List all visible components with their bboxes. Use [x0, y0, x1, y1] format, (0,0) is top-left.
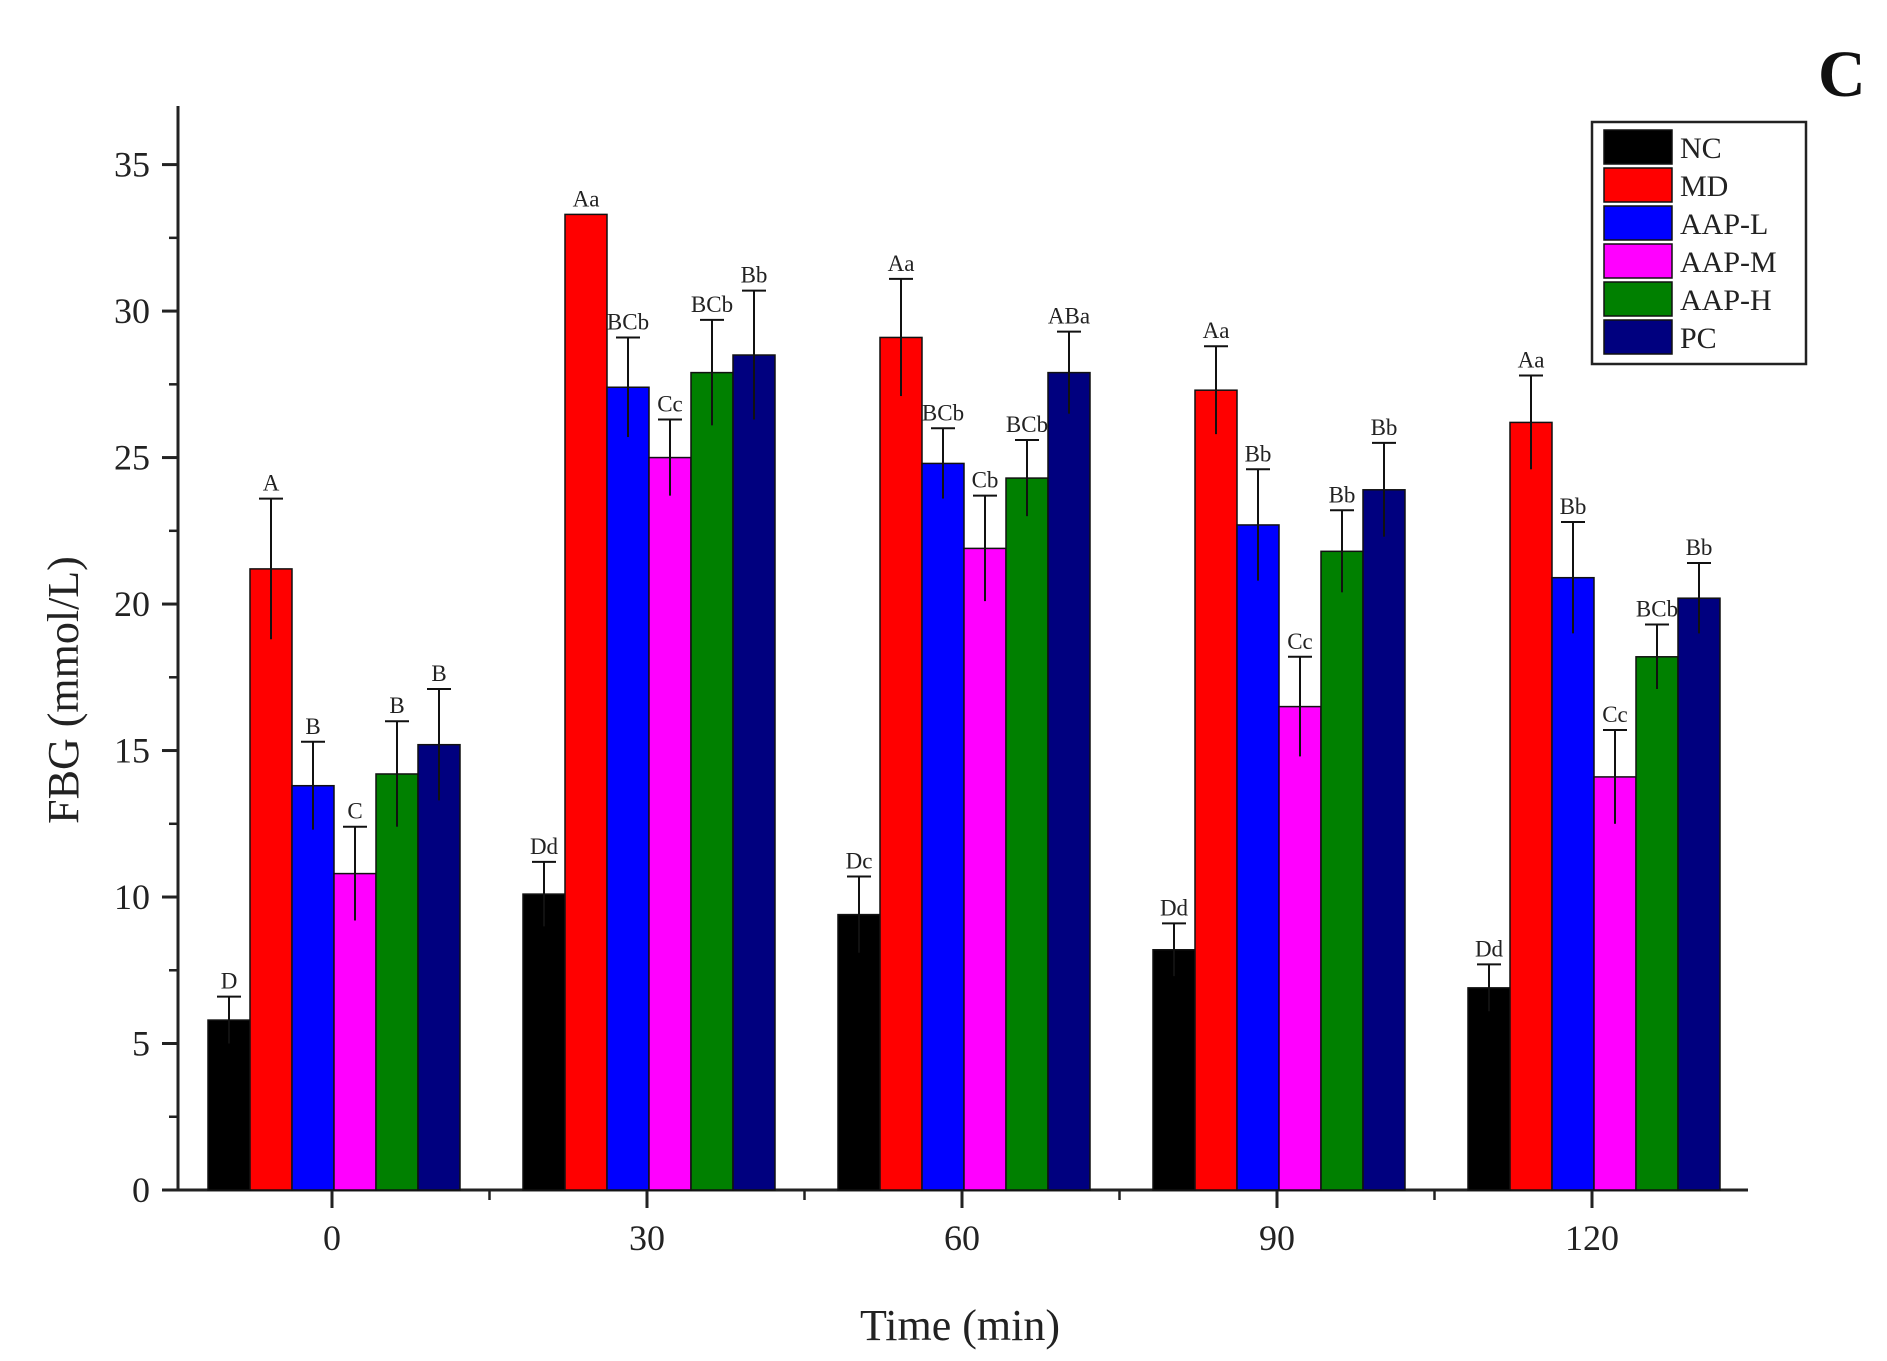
x-tick-label-60: 60 — [944, 1218, 980, 1258]
sig-label-NC-30: Dd — [530, 834, 559, 859]
bar-PC-0 — [417, 743, 461, 1191]
bar-AAP-H-90 — [1320, 550, 1364, 1191]
legend-swatch-NC — [1603, 129, 1673, 165]
bar-AAP-M-90 — [1278, 705, 1322, 1191]
x-tick-label-0: 0 — [323, 1218, 341, 1258]
sig-label-AAP-H-0: B — [389, 693, 404, 718]
bar-MD-30 — [564, 213, 608, 1191]
significance-labels: D Dd Dc Dd Dd A Aa Aa Aa Aa B BCb BCb Bb Bb C Cc Cb Cc Cc B B… — [221, 186, 1713, 993]
legend-label-AAP-L: AAP-L — [1680, 208, 1768, 241]
bar-AAP-M-0 — [333, 872, 377, 1191]
bar-NC-60 — [837, 913, 881, 1191]
sig-label-MD-30: Aa — [573, 186, 600, 211]
bar-PC-60 — [1047, 371, 1091, 1191]
sig-label-AAP-H-120: BCb — [1636, 597, 1678, 622]
legend-label-AAP-M: AAP-M — [1680, 246, 1777, 279]
sig-label-NC-0: D — [221, 969, 238, 994]
bars — [207, 213, 1721, 1191]
sig-label-AAP-H-60: BCb — [1006, 412, 1048, 437]
sig-label-AAP-L-0: B — [305, 714, 320, 739]
bar-PC-30 — [732, 354, 776, 1191]
bar-NC-30 — [522, 893, 566, 1191]
bar-NC-0 — [207, 1019, 251, 1191]
legend-label-PC: PC — [1680, 322, 1717, 355]
panel-label: C — [1818, 38, 1866, 111]
x-tick-label-90: 90 — [1259, 1218, 1295, 1258]
sig-label-PC-60: ABa — [1048, 304, 1090, 329]
bar-AAP-L-30 — [606, 386, 650, 1191]
bar-AAP-L-0 — [291, 784, 335, 1191]
sig-label-AAP-M-60: Cb — [972, 468, 999, 493]
bar-AAP-M-60 — [963, 547, 1007, 1191]
y-tick-label-5: 5 — [132, 1024, 150, 1064]
bar-MD-0 — [249, 568, 293, 1191]
bar-AAP-M-120 — [1593, 776, 1637, 1191]
sig-label-MD-60: Aa — [888, 251, 915, 276]
y-tick-label-25: 25 — [114, 438, 150, 478]
sig-label-AAP-L-90: Bb — [1245, 441, 1272, 466]
y-tick-label-0: 0 — [132, 1170, 150, 1210]
sig-label-MD-90: Aa — [1203, 318, 1230, 343]
legend-swatch-PC — [1603, 319, 1673, 355]
bar-AAP-L-60 — [921, 462, 965, 1191]
bar-NC-120 — [1467, 987, 1511, 1191]
bar-AAP-H-120 — [1635, 656, 1679, 1191]
sig-label-MD-0: A — [263, 471, 280, 496]
bar-PC-120 — [1677, 597, 1721, 1191]
legend-label-NC: NC — [1680, 132, 1722, 165]
sig-label-AAP-M-120: Cc — [1602, 702, 1628, 727]
bar-AAP-H-60 — [1005, 477, 1049, 1191]
sig-label-AAP-L-120: Bb — [1560, 494, 1587, 519]
sig-label-NC-120: Dd — [1475, 936, 1504, 961]
y-tick-label-35: 35 — [114, 145, 150, 185]
y-tick-label-30: 30 — [114, 291, 150, 331]
x-tick-label-30: 30 — [629, 1218, 665, 1258]
sig-label-AAP-M-90: Cc — [1287, 629, 1313, 654]
sig-label-AAP-H-90: Bb — [1329, 482, 1356, 507]
sig-label-PC-120: Bb — [1686, 535, 1713, 560]
legend-swatch-AAP-M — [1603, 243, 1673, 279]
bar-MD-120 — [1509, 421, 1553, 1191]
sig-label-AAP-M-30: Cc — [657, 391, 683, 416]
bar-MD-60 — [879, 336, 923, 1191]
bar-AAP-H-30 — [690, 371, 734, 1191]
sig-label-AAP-M-0: C — [347, 799, 362, 824]
bar-AAP-L-120 — [1551, 576, 1595, 1191]
sig-label-NC-90: Dd — [1160, 895, 1189, 920]
sig-label-PC-0: B — [431, 661, 446, 686]
x-tick-label-120: 120 — [1565, 1218, 1619, 1258]
bar-MD-90 — [1194, 389, 1238, 1191]
legend-label-AAP-H: AAP-H — [1680, 284, 1772, 317]
legend: NC MD AAP-L AAP-M AAP-H PC — [1590, 120, 1808, 366]
bar-PC-90 — [1362, 489, 1406, 1191]
sig-label-PC-30: Bb — [741, 263, 768, 288]
y-tick-label-20: 20 — [114, 584, 150, 624]
y-tick-label-10: 10 — [114, 877, 150, 917]
legend-swatch-AAP-L — [1603, 205, 1673, 241]
y-tick-label-15: 15 — [114, 731, 150, 771]
sig-label-AAP-H-30: BCb — [691, 292, 733, 317]
sig-label-PC-90: Bb — [1371, 415, 1398, 440]
sig-label-MD-120: Aa — [1518, 348, 1545, 373]
y-axis-title: FBG (mmol/L) — [39, 556, 88, 824]
bar-NC-90 — [1152, 949, 1196, 1191]
bar-AAP-H-0 — [375, 773, 419, 1191]
bar-AAP-L-90 — [1236, 524, 1280, 1191]
legend-swatch-MD — [1603, 167, 1673, 203]
legend-swatch-AAP-H — [1603, 281, 1673, 317]
x-axis-title: Time (min) — [860, 1301, 1060, 1350]
legend-label-MD: MD — [1680, 170, 1728, 203]
sig-label-NC-60: Dc — [846, 849, 873, 874]
sig-label-AAP-L-30: BCb — [607, 309, 649, 334]
bar-AAP-M-30 — [648, 456, 692, 1191]
sig-label-AAP-L-60: BCb — [922, 400, 964, 425]
